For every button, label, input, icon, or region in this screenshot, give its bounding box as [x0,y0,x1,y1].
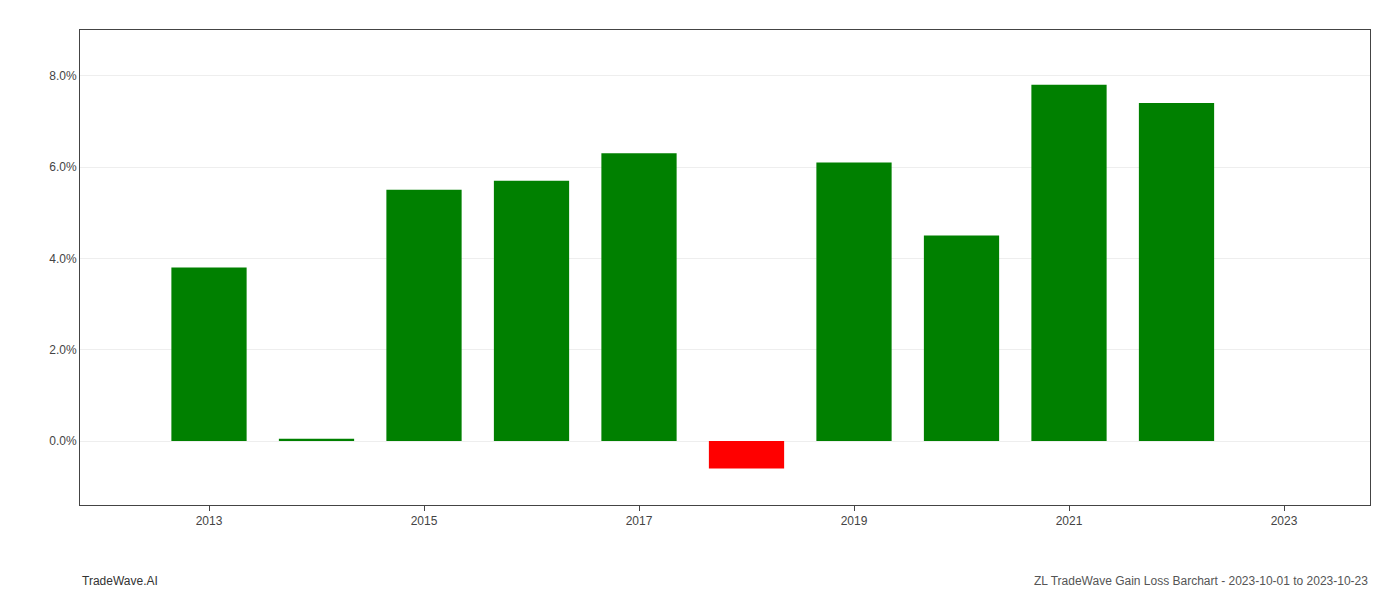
svg-text:4.0%: 4.0% [49,252,77,266]
svg-text:2015: 2015 [411,514,438,528]
svg-text:2013: 2013 [196,514,223,528]
svg-text:ZL TradeWave Gain Loss Barchar: ZL TradeWave Gain Loss Barchart - 2023-1… [1034,574,1368,588]
svg-text:2021: 2021 [1056,514,1083,528]
svg-text:2017: 2017 [626,514,653,528]
svg-text:2.0%: 2.0% [49,343,77,357]
svg-text:6.0%: 6.0% [49,160,77,174]
svg-text:8.0%: 8.0% [49,69,77,83]
svg-text:2023: 2023 [1271,514,1298,528]
svg-text:TradeWave.AI: TradeWave.AI [82,574,158,588]
svg-text:0.0%: 0.0% [49,434,77,448]
svg-text:2019: 2019 [841,514,868,528]
